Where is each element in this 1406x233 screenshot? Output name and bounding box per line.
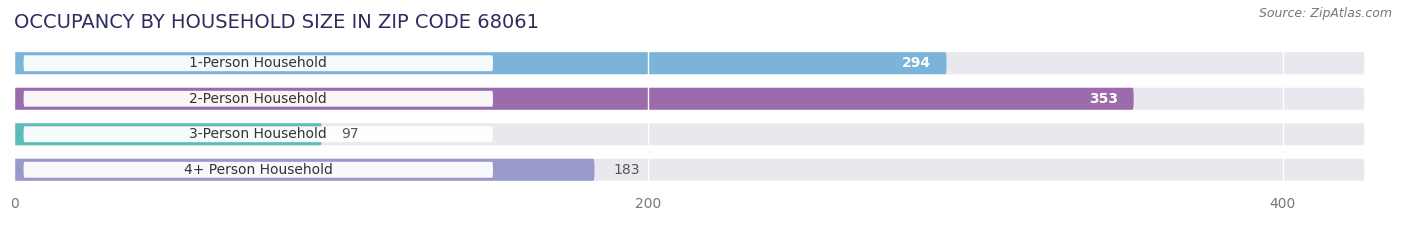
Text: 4+ Person Household: 4+ Person Household	[184, 163, 333, 177]
Text: Source: ZipAtlas.com: Source: ZipAtlas.com	[1258, 7, 1392, 20]
FancyBboxPatch shape	[24, 126, 494, 142]
FancyBboxPatch shape	[14, 159, 1364, 181]
FancyBboxPatch shape	[24, 91, 494, 107]
Text: 183: 183	[613, 163, 640, 177]
Text: 97: 97	[340, 127, 359, 141]
Text: 294: 294	[901, 56, 931, 70]
Text: 2-Person Household: 2-Person Household	[190, 92, 328, 106]
FancyBboxPatch shape	[14, 159, 595, 181]
Text: OCCUPANCY BY HOUSEHOLD SIZE IN ZIP CODE 68061: OCCUPANCY BY HOUSEHOLD SIZE IN ZIP CODE …	[14, 13, 538, 32]
FancyBboxPatch shape	[14, 123, 322, 145]
FancyBboxPatch shape	[24, 55, 494, 71]
FancyBboxPatch shape	[14, 123, 1364, 145]
Text: 1-Person Household: 1-Person Household	[190, 56, 328, 70]
Text: 353: 353	[1088, 92, 1118, 106]
FancyBboxPatch shape	[14, 88, 1133, 110]
Text: 3-Person Household: 3-Person Household	[190, 127, 328, 141]
FancyBboxPatch shape	[24, 162, 494, 178]
FancyBboxPatch shape	[14, 88, 1364, 110]
FancyBboxPatch shape	[14, 52, 946, 74]
FancyBboxPatch shape	[14, 52, 1364, 74]
